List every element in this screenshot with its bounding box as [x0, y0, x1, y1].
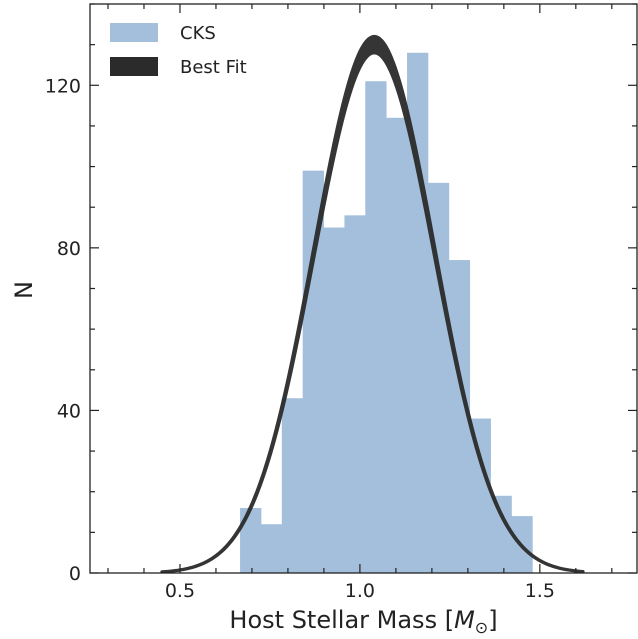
y-tick-label: 0: [69, 563, 81, 585]
best-fit-curve: [160, 34, 585, 574]
x-tick-labels: 0.5 1.0 1.5: [165, 580, 555, 602]
legend-swatch-best-fit: [110, 57, 158, 76]
y-tick-labels: 0 40 80 120: [45, 75, 81, 585]
x-tick-label: 0.5: [165, 580, 195, 602]
y-axis-label: N: [10, 281, 38, 299]
histogram-bar: [344, 215, 366, 574]
histogram-bar: [281, 398, 304, 573]
x-tick-label: 1.0: [345, 580, 375, 602]
histogram-bar: [302, 170, 324, 573]
y-tick-label: 80: [57, 238, 81, 260]
histogram-bar: [490, 495, 512, 573]
best-fit-band: [160, 34, 585, 574]
histogram-bar: [365, 81, 387, 573]
histogram-bar: [469, 418, 491, 573]
legend-label-best-fit: Best Fit: [180, 57, 247, 78]
x-tick-label: 1.5: [525, 580, 555, 602]
y-tick-label: 40: [57, 400, 81, 422]
histogram-bar: [323, 227, 345, 574]
y-tick-label: 120: [45, 75, 81, 97]
legend: CKS Best Fit: [110, 23, 247, 78]
histogram-bar: [427, 182, 450, 574]
x-axis-label: Host Stellar Mass [M⊙]: [229, 606, 497, 637]
histogram-bar: [386, 117, 408, 574]
legend-swatch-cks: [110, 23, 158, 42]
histogram-bars: [240, 52, 533, 574]
legend-label-cks: CKS: [180, 23, 216, 44]
histogram-bar: [448, 260, 471, 573]
histogram-bar: [240, 507, 262, 573]
axis-ticks: [90, 3, 637, 574]
histogram-bar: [260, 524, 283, 573]
